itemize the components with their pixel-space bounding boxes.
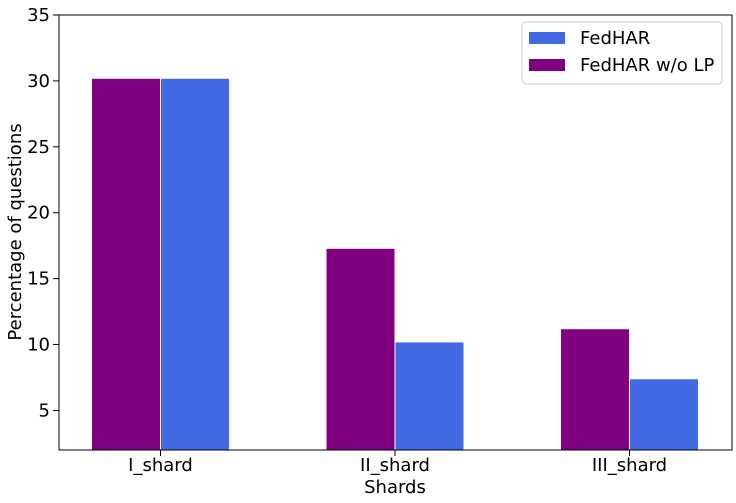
bar-ii-shard-fedhar-w-o-lp [325,247,396,451]
legend: FedHAR FedHAR w/o LP [521,21,723,85]
bar-iii-shard-fedhar [629,378,699,451]
legend-label-fedhar: FedHAR [580,28,650,49]
legend-label-fedhar-wo-lp: FedHAR w/o LP [580,55,714,76]
y-tick-label: 5 [39,400,50,421]
bar-i-shard-fedhar [160,77,230,451]
y-tick-label: 15 [27,269,50,290]
legend-box [521,21,723,85]
x-tick-label: III_shard [592,455,667,476]
y-axis-title: Percentage of questions [5,123,26,340]
x-tick-label: I_shard [128,455,193,476]
y-tick-label: 25 [27,137,50,158]
x-axis: I_shard II_shard III_shard [128,450,667,476]
x-axis-title: Shards [364,477,426,498]
bars-group [91,77,699,451]
legend-swatch-fedhar [529,32,565,44]
x-tick-label: II_shard [360,455,430,476]
y-tick-label: 30 [27,71,50,92]
y-axis: 5 10 15 20 25 30 35 [27,5,59,421]
y-tick-label: 35 [27,5,50,26]
bar-i-shard-fedhar-w-o-lp [91,77,161,451]
bar-iii-shard-fedhar-w-o-lp [560,328,630,451]
y-tick-label: 10 [27,335,50,356]
y-tick-label: 20 [27,203,50,224]
legend-swatch-fedhar-wo-lp [529,59,565,71]
bar-ii-shard-fedhar [394,341,465,451]
